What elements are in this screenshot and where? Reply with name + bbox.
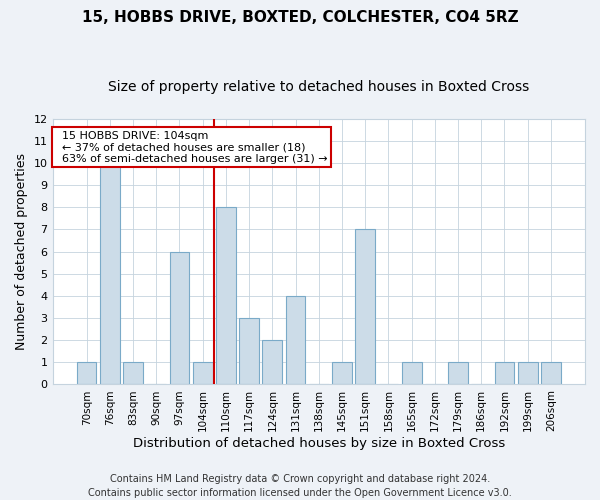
Bar — [286, 296, 305, 384]
Bar — [100, 163, 119, 384]
Bar — [518, 362, 538, 384]
Bar — [332, 362, 352, 384]
Title: Size of property relative to detached houses in Boxted Cross: Size of property relative to detached ho… — [108, 80, 529, 94]
Bar — [541, 362, 561, 384]
Text: Contains HM Land Registry data © Crown copyright and database right 2024.
Contai: Contains HM Land Registry data © Crown c… — [88, 474, 512, 498]
Bar — [123, 362, 143, 384]
Bar — [402, 362, 422, 384]
Bar — [494, 362, 514, 384]
Bar — [170, 252, 190, 384]
Bar — [448, 362, 468, 384]
Bar — [77, 362, 97, 384]
X-axis label: Distribution of detached houses by size in Boxted Cross: Distribution of detached houses by size … — [133, 437, 505, 450]
Bar — [355, 230, 375, 384]
Text: 15, HOBBS DRIVE, BOXTED, COLCHESTER, CO4 5RZ: 15, HOBBS DRIVE, BOXTED, COLCHESTER, CO4… — [82, 10, 518, 25]
Bar — [216, 208, 236, 384]
Text: 15 HOBBS DRIVE: 104sqm
  ← 37% of detached houses are smaller (18)
  63% of semi: 15 HOBBS DRIVE: 104sqm ← 37% of detached… — [55, 130, 328, 164]
Bar — [193, 362, 212, 384]
Y-axis label: Number of detached properties: Number of detached properties — [15, 153, 28, 350]
Bar — [239, 318, 259, 384]
Bar — [262, 340, 282, 384]
